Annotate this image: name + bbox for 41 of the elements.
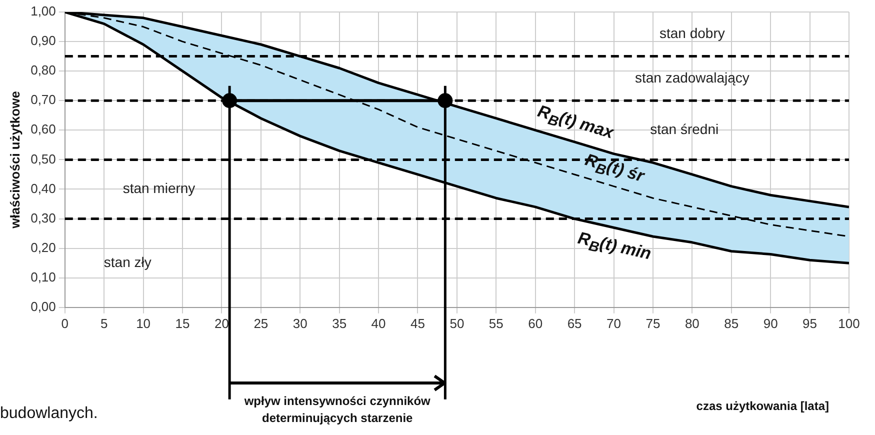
- x-tick-label: 0: [61, 316, 69, 331]
- annotation: stan zadowalający: [634, 69, 750, 86]
- x-tick-label: 95: [802, 316, 818, 331]
- x-tick-label: 90: [763, 316, 778, 331]
- x-tick-label: 5: [100, 316, 108, 331]
- y-tick-label: 0,90: [30, 33, 56, 48]
- x-tick-label: 50: [450, 316, 464, 331]
- x-tick-label: 55: [488, 316, 504, 331]
- x-tick-label: 80: [684, 316, 700, 331]
- annotation: stan zły: [104, 254, 152, 270]
- x-tick-label: 65: [567, 316, 582, 331]
- x-tick-label: 25: [254, 316, 268, 331]
- y-tick-label: 0,20: [30, 240, 56, 255]
- x-tick-label: 70: [606, 316, 622, 331]
- text: wpływ intensywności czynników determinujących starzenie: [243, 393, 432, 428]
- y-tick-label: 0,60: [30, 122, 56, 137]
- x-tick-label: 20: [214, 316, 229, 331]
- y-tick-label: 1,00: [30, 4, 56, 19]
- x-tick-label: 35: [332, 316, 347, 331]
- y-tick-label: 0,70: [30, 92, 56, 108]
- y-tick-label: 0,10: [30, 269, 56, 284]
- x-tick-label: 40: [371, 316, 386, 331]
- x-tick-label: 60: [528, 316, 543, 331]
- annotation: stan dobry: [659, 25, 725, 42]
- y-tick-label: 0,80: [30, 62, 56, 78]
- annotation: stan mierny: [122, 180, 196, 196]
- annotation: stan średni: [650, 121, 719, 138]
- y-tick-label: 0,00: [30, 298, 56, 314]
- x-tick-label: 85: [724, 316, 739, 331]
- x-tick-label: 10: [136, 316, 151, 331]
- y-tick-label: 0,30: [30, 210, 56, 226]
- x-tick-label: 15: [175, 316, 190, 331]
- y-tick-label: 0,40: [30, 180, 56, 196]
- text: budowlanych.: [0, 405, 98, 423]
- y-axis-title: właściwości użytkowe: [7, 91, 22, 230]
- x-tick-label: 100: [838, 316, 860, 331]
- x-tick-label: 45: [410, 316, 425, 331]
- x-tick-label: 75: [646, 316, 660, 331]
- y-tick-label: 0,50: [30, 151, 56, 166]
- text: czas użytkowania [lata]: [696, 399, 829, 414]
- x-tick-label: 30: [292, 316, 308, 331]
